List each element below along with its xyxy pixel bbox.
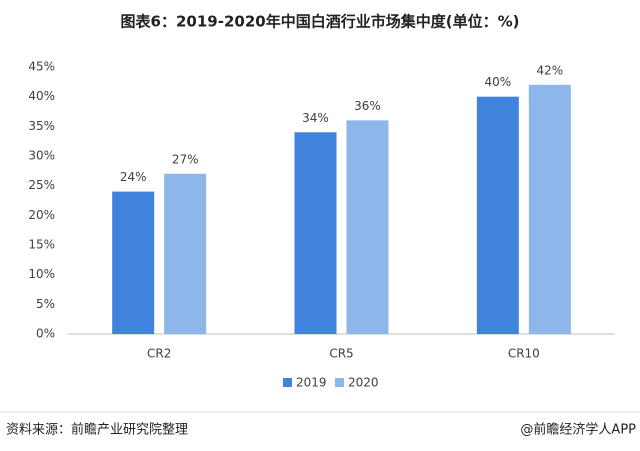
x-tick-label: CR10 [508, 347, 540, 361]
y-tick-label: 10% [28, 267, 55, 281]
legend-swatch [335, 378, 344, 387]
data-label: 40% [484, 75, 511, 89]
y-tick-label: 35% [28, 119, 55, 133]
bar [112, 191, 155, 334]
legend-swatch [283, 378, 292, 387]
y-tick-label: 20% [28, 208, 55, 222]
data-label: 36% [354, 99, 381, 113]
x-tick-label: CR2 [147, 347, 171, 361]
data-label: 27% [172, 152, 199, 166]
data-label: 24% [120, 170, 147, 184]
y-tick-label: 45% [28, 60, 55, 74]
data-label: 34% [302, 111, 329, 125]
bar [164, 173, 207, 334]
source-note: 资料来源：前瞻产业研究院整理 [6, 422, 188, 438]
bar [528, 84, 571, 334]
data-label: 42% [536, 63, 563, 77]
bar [294, 132, 337, 334]
y-tick-label: 25% [28, 178, 55, 192]
y-tick-label: 40% [28, 89, 55, 103]
legend-label: 2019 [296, 376, 327, 390]
credit: @前瞻经济学人APP [520, 422, 636, 438]
x-tick-label: CR5 [329, 347, 353, 361]
y-tick-label: 30% [28, 149, 55, 163]
y-tick-label: 5% [36, 297, 55, 311]
y-tick-label: 0% [36, 327, 55, 341]
legend-label: 2020 [348, 376, 379, 390]
bar [346, 120, 389, 335]
y-tick-label: 15% [28, 238, 55, 252]
chart-title: 图表6：2019-2020年中国白酒行业市场集中度(单位：%) [121, 13, 520, 31]
bar [476, 96, 519, 335]
